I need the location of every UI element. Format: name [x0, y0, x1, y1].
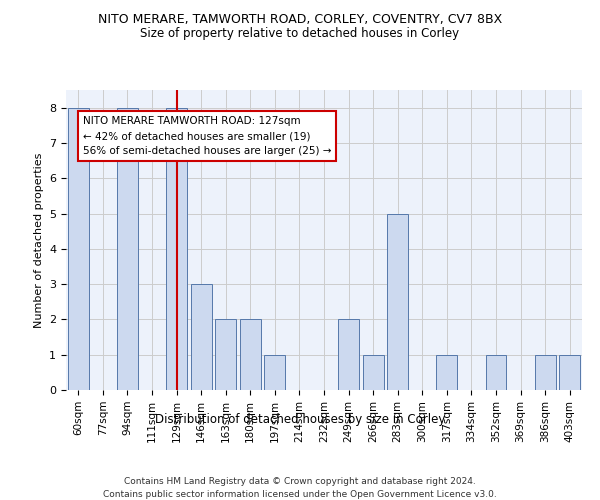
Text: NITO MERARE, TAMWORTH ROAD, CORLEY, COVENTRY, CV7 8BX: NITO MERARE, TAMWORTH ROAD, CORLEY, COVE… [98, 12, 502, 26]
Text: NITO MERARE TAMWORTH ROAD: 127sqm
← 42% of detached houses are smaller (19)
56% : NITO MERARE TAMWORTH ROAD: 127sqm ← 42% … [83, 116, 331, 156]
Bar [265, 354, 286, 390]
Bar [338, 320, 359, 390]
Text: Contains public sector information licensed under the Open Government Licence v3: Contains public sector information licen… [103, 490, 497, 499]
Y-axis label: Number of detached properties: Number of detached properties [34, 152, 44, 328]
Bar [68, 108, 89, 390]
Bar [485, 354, 506, 390]
Bar [362, 354, 383, 390]
Bar [166, 108, 187, 390]
Bar [191, 284, 212, 390]
Bar [240, 320, 261, 390]
Bar [387, 214, 408, 390]
Text: Distribution of detached houses by size in Corley: Distribution of detached houses by size … [155, 412, 445, 426]
Bar [436, 354, 457, 390]
Bar [215, 320, 236, 390]
Bar [535, 354, 556, 390]
Text: Contains HM Land Registry data © Crown copyright and database right 2024.: Contains HM Land Registry data © Crown c… [124, 478, 476, 486]
Bar [559, 354, 580, 390]
Text: Size of property relative to detached houses in Corley: Size of property relative to detached ho… [140, 28, 460, 40]
Bar [117, 108, 138, 390]
